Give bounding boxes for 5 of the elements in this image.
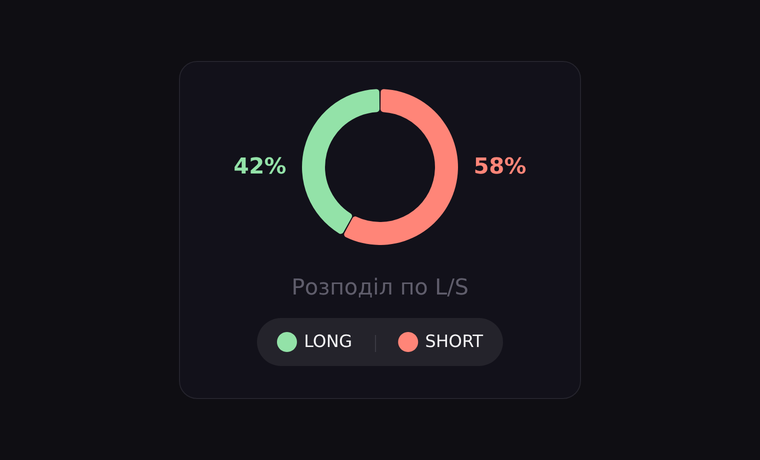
legend-label: SHORT [425, 332, 484, 352]
data-label: 42% [234, 154, 286, 180]
legend-label: LONG [304, 332, 352, 352]
data-label: 58% [474, 154, 526, 180]
text: Розподіл по L/S [291, 276, 469, 300]
